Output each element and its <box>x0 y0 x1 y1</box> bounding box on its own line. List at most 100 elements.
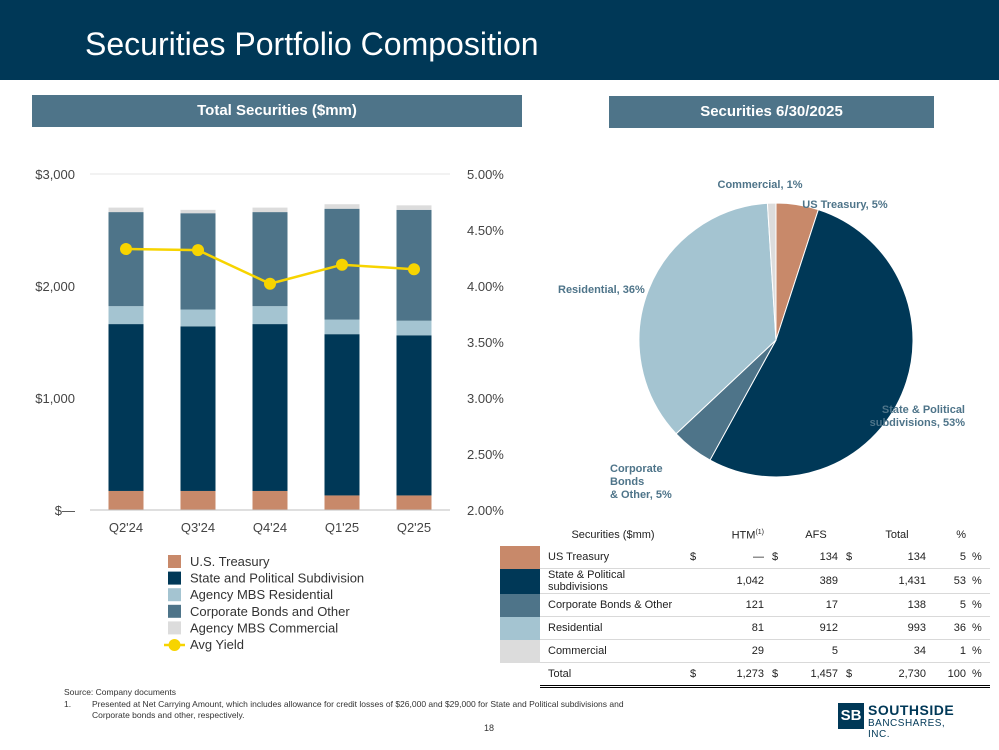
pie-label: Corporate Bonds & Other, 5% <box>610 463 672 501</box>
bar-agency-mbs-residential <box>252 306 288 325</box>
avg-yield-point <box>408 263 420 276</box>
total-securities-header: Total Securities ($mm) <box>32 95 522 127</box>
bar-us-treasury <box>252 490 288 510</box>
bar-agency-mbs-residential <box>108 306 144 325</box>
cell-pct: 100 <box>930 662 970 688</box>
avg-yield-point <box>336 258 348 271</box>
bar-us-treasury <box>324 495 360 510</box>
x-tick-label: Q2'25 <box>397 520 431 535</box>
y-right-tick-label: 4.00% <box>467 279 504 294</box>
legend-label: Avg Yield <box>190 637 244 652</box>
cell-pct-sign: % <box>970 546 990 569</box>
cell-name: Total <box>540 662 686 688</box>
pie-label-line: subdivisions, 53% <box>870 417 966 429</box>
cell-htm-sign <box>686 616 716 640</box>
pie-label: Residential, 36% <box>558 284 645 296</box>
row-color-swatch <box>500 663 540 687</box>
cell-afs-sign <box>768 639 790 663</box>
x-tick-label: Q1'25 <box>325 520 359 535</box>
row-color-swatch <box>500 546 540 569</box>
x-tick-label: Q2'24 <box>109 520 143 535</box>
logo-mark-icon: SB <box>838 703 864 729</box>
cell-pct-sign: % <box>970 568 990 594</box>
bar-us-treasury <box>108 490 144 510</box>
pie-slice-agency-mbs-commercial <box>766 202 777 341</box>
cell-htm-sign: $ <box>686 662 716 688</box>
table-total-row: Total $1,273 $1,457 $2,730 100% <box>500 662 990 688</box>
pie-label-line: Residential, 36% <box>558 284 645 296</box>
bar-state-political <box>396 335 432 496</box>
avg-yield-point <box>192 244 204 257</box>
legend-label: U.S. Treasury <box>190 554 270 569</box>
cell-total: 34 <box>864 639 930 663</box>
pie-label-line: Bonds <box>610 476 644 488</box>
cell-htm-sign <box>686 593 716 617</box>
header-htm-footnote: (1) <box>755 528 764 536</box>
bar-state-political <box>108 324 144 491</box>
title-bar: Securities Portfolio Composition <box>0 0 999 80</box>
cell-total-sign <box>842 593 864 617</box>
bar-agency-mbs-commercial <box>396 205 432 210</box>
cell-total-sign: $ <box>842 546 864 569</box>
cell-pct-sign: % <box>970 616 990 640</box>
row-color-swatch <box>500 639 540 663</box>
cell-total-sign <box>842 616 864 640</box>
cell-htm: 121 <box>716 593 768 617</box>
bar-us-treasury <box>396 495 432 510</box>
row-color-swatch <box>500 568 540 594</box>
cell-pct: 1 <box>930 639 970 663</box>
cell-pct-sign: % <box>970 662 990 688</box>
cell-htm: — <box>716 546 768 569</box>
table-row: US Treasury $ — $134 $134 5% <box>500 546 990 569</box>
row-color-swatch <box>500 593 540 617</box>
legend-label: State and Political Subdivision <box>190 571 364 586</box>
header-securities: Securities ($mm) <box>571 529 655 541</box>
cell-total: 134 <box>864 546 930 569</box>
legend-swatch-us-treasury <box>168 555 181 568</box>
company-logo: SB SOUTHSIDE BANCSHARES, INC. <box>838 702 968 740</box>
table-row: Residential 81 912 993 36% <box>500 616 990 640</box>
legend-label: Agency MBS Commercial <box>190 620 338 635</box>
cell-afs-sign <box>768 616 790 640</box>
bar-state-political <box>324 334 360 496</box>
cell-pct-sign: % <box>970 639 990 663</box>
bar-agency-mbs-commercial <box>252 207 288 213</box>
securities-pie-chart: US Treasury, 5% State & Political subdivis… <box>558 179 966 501</box>
table-header-row: Securities ($mm) HTM(1) AFS Total % <box>500 524 990 546</box>
pie-label-line: Commercial, 1% <box>718 179 803 191</box>
source-note: Source: Company documents <box>64 687 176 697</box>
cell-afs: 912 <box>790 616 842 640</box>
footnote-number: 1. <box>64 698 72 709</box>
cell-afs-sign: $ <box>768 546 790 569</box>
y-right-tick-label: 3.00% <box>467 391 504 406</box>
avg-yield-point <box>264 277 276 290</box>
cell-total-sign <box>842 568 864 594</box>
table-row: State & Political subdivisions 1,042 389 1,… <box>500 568 990 594</box>
cell-htm-sign <box>686 568 716 594</box>
footnote-text-line1: Presented at Net Carrying Amount, which … <box>92 698 624 709</box>
cell-total: 1,431 <box>864 568 930 594</box>
bar-agency-mbs-residential <box>180 309 216 327</box>
row-color-swatch <box>500 616 540 640</box>
x-tick-label: Q4'24 <box>253 520 287 535</box>
y-right-tick-label: 5.00% <box>467 167 504 182</box>
cell-htm: 29 <box>716 639 768 663</box>
cell-afs: 5 <box>790 639 842 663</box>
bar-agency-mbs-commercial <box>108 207 144 213</box>
securities-table: Securities ($mm) HTM(1) AFS Total % US T… <box>500 524 990 688</box>
bar-state-political <box>252 324 288 491</box>
cell-afs-sign <box>768 568 790 594</box>
cell-pct-sign: % <box>970 593 990 617</box>
cell-afs-sign <box>768 593 790 617</box>
pie-label: State & Political subdivisions, 53% <box>870 404 966 429</box>
y-left-tick-label: $2,000 <box>35 279 75 294</box>
y-right-tick-label: 4.50% <box>467 223 504 238</box>
bar-state-political <box>180 326 216 491</box>
legend-label: Corporate Bonds and Other <box>190 604 350 619</box>
securities-date-header: Securities 6/30/2025 <box>609 96 934 128</box>
cell-pct: 36 <box>930 616 970 640</box>
cell-total-sign: $ <box>842 662 864 688</box>
header-total: Total <box>885 529 909 541</box>
cell-total: 993 <box>864 616 930 640</box>
cell-htm: 1,273 <box>716 662 768 688</box>
